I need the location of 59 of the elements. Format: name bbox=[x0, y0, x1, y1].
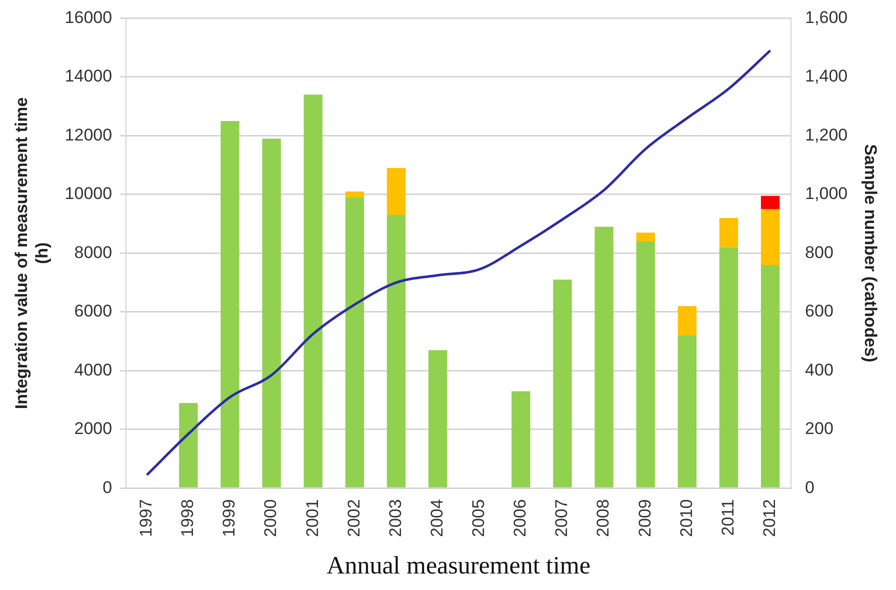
y2-tick-label: 1,200 bbox=[805, 125, 848, 144]
x-tick-label: 2011 bbox=[718, 499, 738, 536]
y-tick-label: 2000 bbox=[74, 419, 112, 438]
y2-tick-label: 200 bbox=[805, 419, 834, 438]
y2-tick-label: 0 bbox=[805, 478, 815, 497]
y-tick-label: 16000 bbox=[64, 8, 112, 27]
y-tick-label: 6000 bbox=[74, 302, 112, 321]
bar bbox=[512, 391, 530, 488]
y2-tick-label: 1,400 bbox=[805, 66, 848, 86]
y2-tick-label: 1,000 bbox=[805, 184, 848, 204]
x-tick-label: 2002 bbox=[344, 499, 364, 538]
bar bbox=[678, 306, 697, 336]
x-tick-label: 2007 bbox=[552, 499, 572, 538]
x-tick-label: 2006 bbox=[510, 499, 530, 538]
y-tick-label: 4000 bbox=[74, 360, 112, 380]
x-tick-label: 2005 bbox=[469, 499, 488, 538]
x-tick-label: 1998 bbox=[178, 499, 198, 538]
y-tick-label: 14000 bbox=[64, 66, 112, 86]
bar bbox=[760, 264, 780, 488]
bar bbox=[553, 280, 572, 488]
bar bbox=[636, 232, 655, 242]
bar bbox=[262, 138, 281, 488]
y-tick-label: 8000 bbox=[74, 242, 112, 262]
bar bbox=[760, 196, 780, 210]
x-tick-label: 2003 bbox=[386, 499, 405, 538]
bar bbox=[428, 350, 448, 488]
y2-tick-label: 1,600 bbox=[805, 8, 848, 27]
y2-tick-label: 600 bbox=[805, 302, 834, 321]
y-tick-label: 10000 bbox=[64, 184, 112, 204]
bar bbox=[220, 121, 240, 488]
bar bbox=[719, 218, 738, 248]
x-tick-label: 1997 bbox=[136, 499, 156, 538]
bar bbox=[760, 209, 780, 265]
bar bbox=[345, 192, 364, 198]
y2-axis-title: Sample number (cathodes) bbox=[861, 144, 880, 362]
x-tick-label: 2004 bbox=[427, 499, 446, 538]
bar bbox=[636, 241, 655, 488]
bar bbox=[386, 215, 406, 488]
x-tick-label: 2010 bbox=[676, 499, 696, 538]
x-tick-label: 2008 bbox=[594, 499, 613, 538]
y-tick-label: 12000 bbox=[64, 125, 112, 144]
bar bbox=[304, 94, 322, 488]
y2-tick-label: 800 bbox=[805, 242, 834, 262]
y-tick-label: 0 bbox=[102, 478, 112, 497]
x-tick-label: 2001 bbox=[302, 499, 322, 538]
x-tick-label: 2012 bbox=[760, 499, 779, 538]
x-tick-label: 2009 bbox=[635, 499, 654, 538]
bar bbox=[179, 403, 198, 488]
bar bbox=[719, 247, 738, 488]
x-tick-label: 2000 bbox=[261, 499, 280, 538]
y-axis-title: Integration value of measurement time (h) bbox=[12, 97, 52, 410]
bar bbox=[678, 335, 697, 488]
y2-tick-label: 400 bbox=[805, 360, 834, 380]
x-axis-title: Annual measurement time bbox=[326, 552, 590, 580]
line-series bbox=[146, 49, 772, 476]
x-tick-label: 1999 bbox=[220, 499, 239, 538]
bar bbox=[386, 168, 406, 216]
bar bbox=[594, 226, 614, 488]
bar bbox=[345, 197, 364, 488]
